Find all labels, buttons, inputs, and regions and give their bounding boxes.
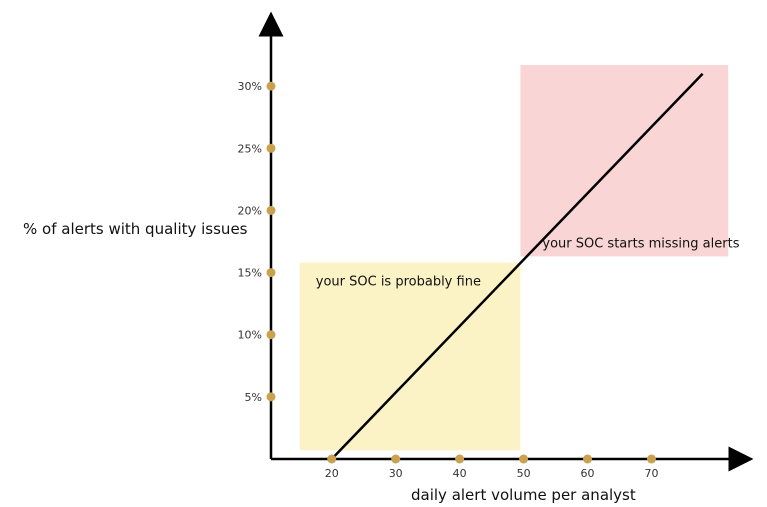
y-tick-marker (266, 392, 276, 402)
x-tick-marker (646, 454, 656, 464)
x-tick-marker (391, 454, 401, 464)
y-tick-label: 10% (238, 329, 262, 342)
x-tick-label: 60 (581, 467, 595, 480)
y-tick-marker (266, 81, 276, 91)
regions-layer: your SOC is probably fine your SOC starts… (299, 65, 740, 451)
y-tick-marker (266, 143, 276, 153)
y-tick-label: 15% (238, 267, 262, 280)
series-line-1 (330, 72, 704, 460)
x-tick-label: 70 (644, 467, 658, 480)
region-2 (520, 65, 729, 257)
y-tick-marker (266, 205, 276, 215)
x-tick-marker (519, 454, 529, 464)
y-tick-label: 25% (238, 142, 262, 155)
x-tick-label: 40 (453, 467, 467, 480)
y-tick-label: 20% (238, 204, 262, 217)
x-tick-label: 50 (517, 467, 531, 480)
region-label-2: your SOC starts missing alerts (542, 236, 739, 251)
y-tick-label: 5% (245, 391, 262, 404)
x-tick-marker (327, 454, 337, 464)
region-label-1: your SOC is probably fine (316, 275, 481, 290)
x-tick-marker (583, 454, 593, 464)
y-tick-marker (266, 330, 276, 340)
x-tick-label: 30 (389, 467, 403, 480)
ticks-layer: 20 30 40 50 60 70 5% 10% 15% 20% 25% 30% (238, 80, 659, 480)
x-tick-marker (455, 454, 465, 464)
x-axis-title: daily alert volume per analyst (411, 486, 636, 504)
series-layer (330, 72, 704, 460)
x-tick-label: 20 (325, 467, 339, 480)
region-1 (299, 262, 521, 451)
y-tick-label: 30% (238, 80, 262, 93)
y-tick-marker (266, 268, 276, 278)
y-axis-title: % of alerts with quality issues (23, 220, 248, 238)
